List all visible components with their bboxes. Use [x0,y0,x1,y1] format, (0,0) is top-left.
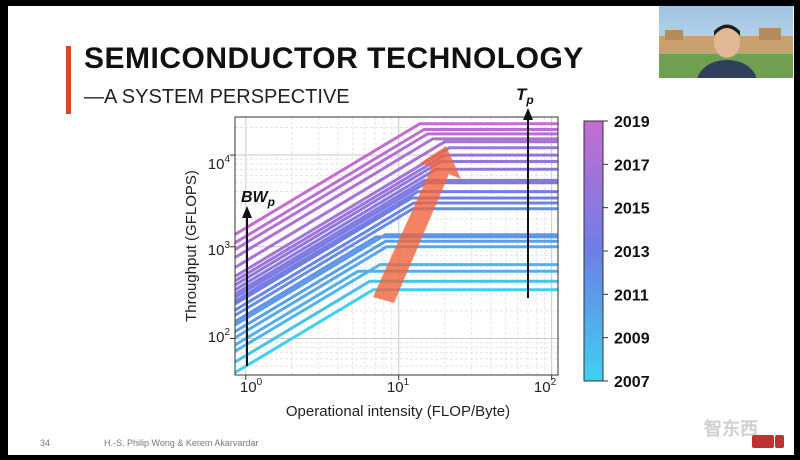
roofline-2013.5 [235,190,558,303]
colorbar-tick-label: 2017 [614,157,650,174]
slide-subtitle: —A SYSTEM PERSPECTIVE [84,86,350,108]
roofline-chart: 100 101 102 104 103 102 Operational inte… [183,85,650,420]
roofline-2018 [235,132,558,251]
colorbar-tick-label: 2009 [614,331,650,348]
colorbar-gradient [583,120,604,382]
y-tick-exp: 2 [224,327,230,338]
roofline-2016.5 [235,146,558,278]
roofline-2009 [235,263,558,353]
bandwidth-label: BWp [241,189,275,209]
roofline-2011.5 [235,235,558,323]
roofline-2017.5 [235,137,558,259]
y-tick-labels: 104 103 102 [208,154,231,346]
bandwidth-label-sub: p [267,195,275,209]
colorbar-tick-label: 2013 [614,244,650,261]
roofline-series [235,122,558,374]
roofline-2012.5 [235,201,558,312]
y-tick-base: 10 [208,156,225,173]
colorbar-tick-label: 2015 [614,201,650,218]
roofline-2018.5 [235,128,558,245]
presenter-hair [714,24,740,36]
throughput-label-sub: p [525,93,533,107]
colorbar-tick-label: 2011 [614,287,649,304]
y-axis-label: Throughput (GFLOPS) [183,170,200,322]
roofline-2009.5 [235,269,558,347]
roofline-2010.5 [235,239,558,333]
roofline-2014.5 [235,178,558,296]
logo-badge-2 [775,435,784,448]
footer-authors: H.-S. Philip Wong & Kerem Akarvardar [104,438,259,448]
trend-arrow [373,146,461,303]
bandwidth-arrow-head [242,206,252,218]
video-building-roof [665,30,683,40]
x-tick-base: 10 [534,379,551,396]
presenter-face [714,26,740,58]
video-building-roof-2 [759,28,781,40]
roofline-2011 [235,233,558,327]
y-tick-exp: 4 [224,154,230,165]
roofline-2007 [235,288,558,374]
y-tick-base: 10 [208,329,225,346]
presenter-video-frame [659,6,793,78]
roofline-2010 [235,245,558,339]
title-accent-bar [66,46,71,114]
presenter-video [659,6,793,78]
x-tick-base: 10 [240,379,257,396]
colorbar-tick-label: 2007 [614,374,650,391]
plot-frame [234,116,559,376]
logo-badge [752,435,774,448]
roofline-2008 [235,279,558,364]
x-tick-labels: 100 101 102 [240,377,557,396]
roofline-2013 [235,196,558,306]
colorbar-tick-label: 2019 [614,114,650,131]
x-tick-base: 10 [387,379,404,396]
x-tick-exp: 2 [551,377,557,388]
roofline-2017 [235,140,558,269]
y-tick-base: 10 [208,242,225,259]
x-axis-label: Operational intensity (FLOP/Byte) [286,403,510,420]
x-tick-label-10: 101 [387,377,410,396]
logo-svg: 智东西 [704,418,784,448]
y-tick-label-1000: 103 [208,240,231,259]
axis-ticks [230,154,553,380]
bandwidth-label-main: BW [241,189,270,206]
throughput-arrow: Tp [516,85,534,298]
page-number: 34 [40,438,51,448]
x-tick-label-100: 102 [534,377,557,396]
throughput-label: Tp [516,85,534,107]
slide-title: SEMICONDUCTOR TECHNOLOGY [84,42,584,75]
y-tick-exp: 3 [224,240,230,251]
colorbar: 2019 2017 2015 2013 2011 2009 2007 [583,114,650,391]
logo-watermark: 智东西 [698,411,788,451]
trend-arrow-shape [373,146,461,303]
presenter-shirt [697,60,757,78]
slide: SEMICONDUCTOR TECHNOLOGY —A SYSTEM PERSP… [8,6,794,455]
bandwidth-arrow: BWp [241,189,275,366]
x-tick-label-1: 100 [240,377,263,396]
y-tick-label-100: 102 [208,327,231,346]
roofline-2019 [235,122,558,236]
throughput-label-main: T [516,85,528,104]
throughput-arrow-head [523,108,533,120]
y-tick-label-10000: 104 [208,154,231,173]
x-tick-exp: 1 [404,377,410,388]
logo-text: 智东西 [704,418,758,439]
colorbar-ticks: 2019 2017 2015 2013 2011 2009 2007 [603,114,650,391]
x-tick-exp: 0 [257,377,263,388]
roofline-2012 [235,207,558,317]
